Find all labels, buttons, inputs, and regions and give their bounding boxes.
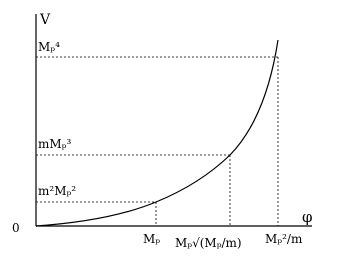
x-axis-label: φ bbox=[302, 208, 313, 226]
y-level-label: m²Mₚ² bbox=[38, 184, 76, 198]
potential-curve bbox=[35, 39, 279, 227]
y-level-label: Mₚ⁴ bbox=[38, 40, 60, 54]
guide-lines bbox=[36, 56, 279, 226]
origin-label: 0 bbox=[12, 221, 20, 235]
x-level-label: Mₚ bbox=[143, 232, 160, 246]
x-level-label: Mₚ√(Mₚ/m) bbox=[175, 236, 242, 250]
y-level-label: mMₚ³ bbox=[38, 137, 71, 151]
x-level-label: Mₚ²/m bbox=[265, 232, 303, 246]
y-axis-label: V bbox=[39, 12, 51, 28]
